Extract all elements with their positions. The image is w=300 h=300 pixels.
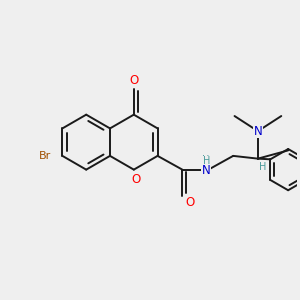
Text: O: O <box>186 196 195 209</box>
Text: O: O <box>131 173 140 186</box>
Text: H: H <box>203 156 210 166</box>
Text: H: H <box>202 155 209 165</box>
Text: N: N <box>254 125 262 138</box>
Text: O: O <box>129 74 138 87</box>
Text: Br: Br <box>39 151 51 161</box>
Text: N: N <box>202 164 211 177</box>
Text: N: N <box>201 164 210 177</box>
Text: H: H <box>259 163 266 172</box>
